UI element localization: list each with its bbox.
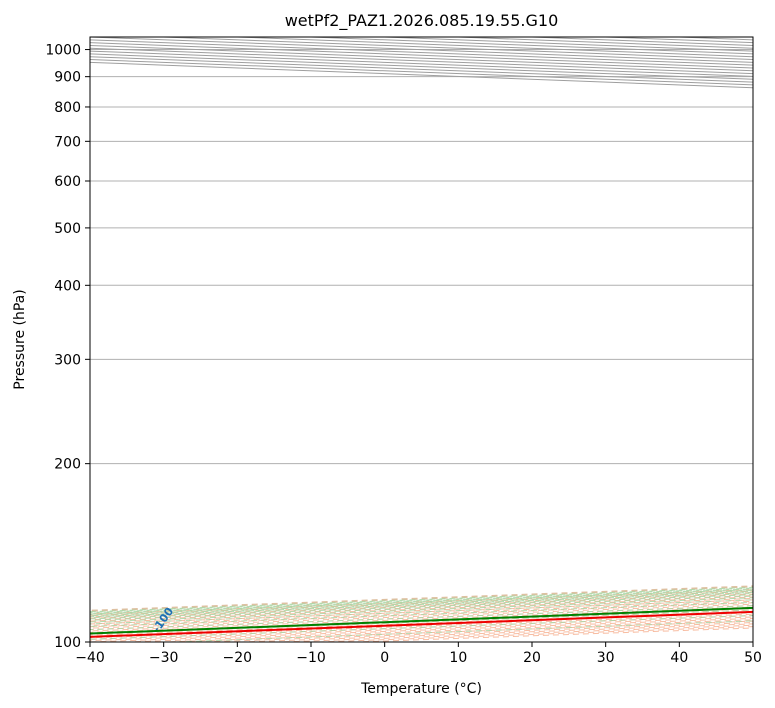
moist-adiabat — [90, 595, 753, 621]
y-tick-label: 600 — [54, 174, 81, 190]
dry-adiabat — [90, 592, 753, 618]
moist-adiabat — [90, 605, 753, 631]
dry-adiabat — [90, 599, 753, 625]
y-axis-label: Pressure (hPa) — [12, 289, 28, 389]
dry-adiabat — [90, 600, 753, 626]
moist-adiabat — [90, 601, 753, 627]
isotherm-line — [90, 44, 753, 72]
chart-title: wetPf2_PAZ1.2026.085.19.55.G10 — [285, 11, 559, 31]
dry-adiabat — [90, 585, 753, 612]
isotherm-line — [90, 42, 753, 69]
x-axis-ticks: −40 −30 −20 −10 0 10 20 30 40 50 — [75, 642, 762, 666]
isotherm-line — [90, 37, 753, 63]
dry-adiabat — [90, 615, 753, 640]
x-tick-label: 0 — [380, 650, 389, 666]
isotherm-line — [679, 37, 753, 41]
isotherm-line — [752, 37, 753, 38]
temperature-profile — [90, 610, 753, 638]
moist-adiabat — [90, 599, 753, 625]
y-tick-label: 1000 — [45, 43, 81, 59]
x-tick-label: 10 — [449, 650, 467, 666]
isotherm-line — [605, 37, 753, 44]
y-tick-label: 400 — [54, 278, 81, 294]
dry-adiabat — [90, 596, 753, 622]
dry-adiabat — [90, 605, 753, 631]
isotherm-line — [90, 50, 753, 77]
y-tick-label: 900 — [54, 70, 81, 86]
moist-adiabat — [90, 587, 753, 613]
x-tick-label: 50 — [744, 650, 762, 666]
background-lines — [90, 37, 753, 642]
dry-adiabat — [90, 590, 753, 616]
dry-adiabat — [242, 623, 753, 642]
y-tick-label: 800 — [54, 100, 81, 116]
dry-adiabat — [127, 619, 753, 642]
profiles — [90, 606, 753, 638]
y-tick-label: 200 — [54, 457, 81, 473]
dry-adiabat — [90, 595, 753, 621]
dry-adiabat — [90, 612, 753, 637]
moist-adiabat — [174, 620, 753, 642]
dry-adiabat — [90, 609, 753, 635]
x-tick-label: −10 — [296, 650, 326, 666]
y-tick-label: 500 — [54, 221, 81, 237]
dry-adiabat — [356, 627, 753, 642]
y-axis-ticks: 100 200 300 400 500 600 700 800 900 1000 — [45, 43, 90, 651]
dry-adiabat — [90, 602, 753, 628]
dry-adiabat — [165, 620, 753, 642]
moist-adiabat — [90, 614, 753, 640]
isotherm-line — [90, 47, 753, 75]
dry-adiabat — [318, 626, 753, 642]
x-tick-label: 40 — [670, 650, 688, 666]
x-tick-label: 20 — [523, 650, 541, 666]
moist-adiabat — [90, 591, 753, 618]
dry-adiabat — [90, 597, 753, 624]
x-tick-label: −30 — [149, 650, 179, 666]
isotherm-line — [90, 39, 753, 66]
dry-adiabat — [90, 607, 753, 633]
dry-adiabat — [90, 616, 753, 642]
dry-adiabat — [280, 624, 753, 642]
moist-adiabat — [90, 597, 753, 623]
isotherm-line — [90, 53, 753, 80]
dry-adiabat — [90, 617, 753, 642]
dry-adiabat — [90, 613, 753, 639]
moist-adiabat — [90, 589, 753, 615]
y-tick-label: 100 — [54, 635, 81, 651]
moist-adiabat — [90, 586, 753, 613]
isotherm-line — [90, 56, 753, 83]
x-tick-label: −40 — [75, 650, 105, 666]
isotherm-line — [531, 37, 753, 46]
x-tick-label: 30 — [597, 650, 615, 666]
plot-frame — [89, 36, 754, 643]
dry-adiabat — [90, 603, 753, 629]
y-tick-label: 300 — [54, 352, 81, 368]
x-tick-label: −20 — [223, 650, 253, 666]
isotherm-line — [163, 37, 753, 61]
isotherm-line — [310, 37, 753, 55]
isotherm-line — [90, 59, 753, 86]
isotherm-line — [90, 61, 753, 89]
dry-adiabat — [90, 593, 753, 619]
moist-adiabat — [90, 594, 753, 620]
moist-adiabat — [90, 590, 753, 617]
y-tick-label: 700 — [54, 134, 81, 150]
x-axis-label: Temperature (°C) — [360, 681, 482, 697]
moist-adiabat — [90, 609, 753, 635]
dry-adiabat — [90, 606, 753, 632]
isotherm-line — [458, 37, 753, 49]
moist-adiabat — [90, 593, 753, 619]
dry-adiabat — [203, 622, 753, 642]
moist-adiabat — [90, 588, 753, 614]
moist-adiabat — [90, 590, 753, 616]
isotherm-line — [237, 37, 753, 58]
isotherm-line — [384, 37, 753, 52]
dry-adiabat — [90, 589, 753, 615]
dry-adiabat — [90, 610, 753, 636]
